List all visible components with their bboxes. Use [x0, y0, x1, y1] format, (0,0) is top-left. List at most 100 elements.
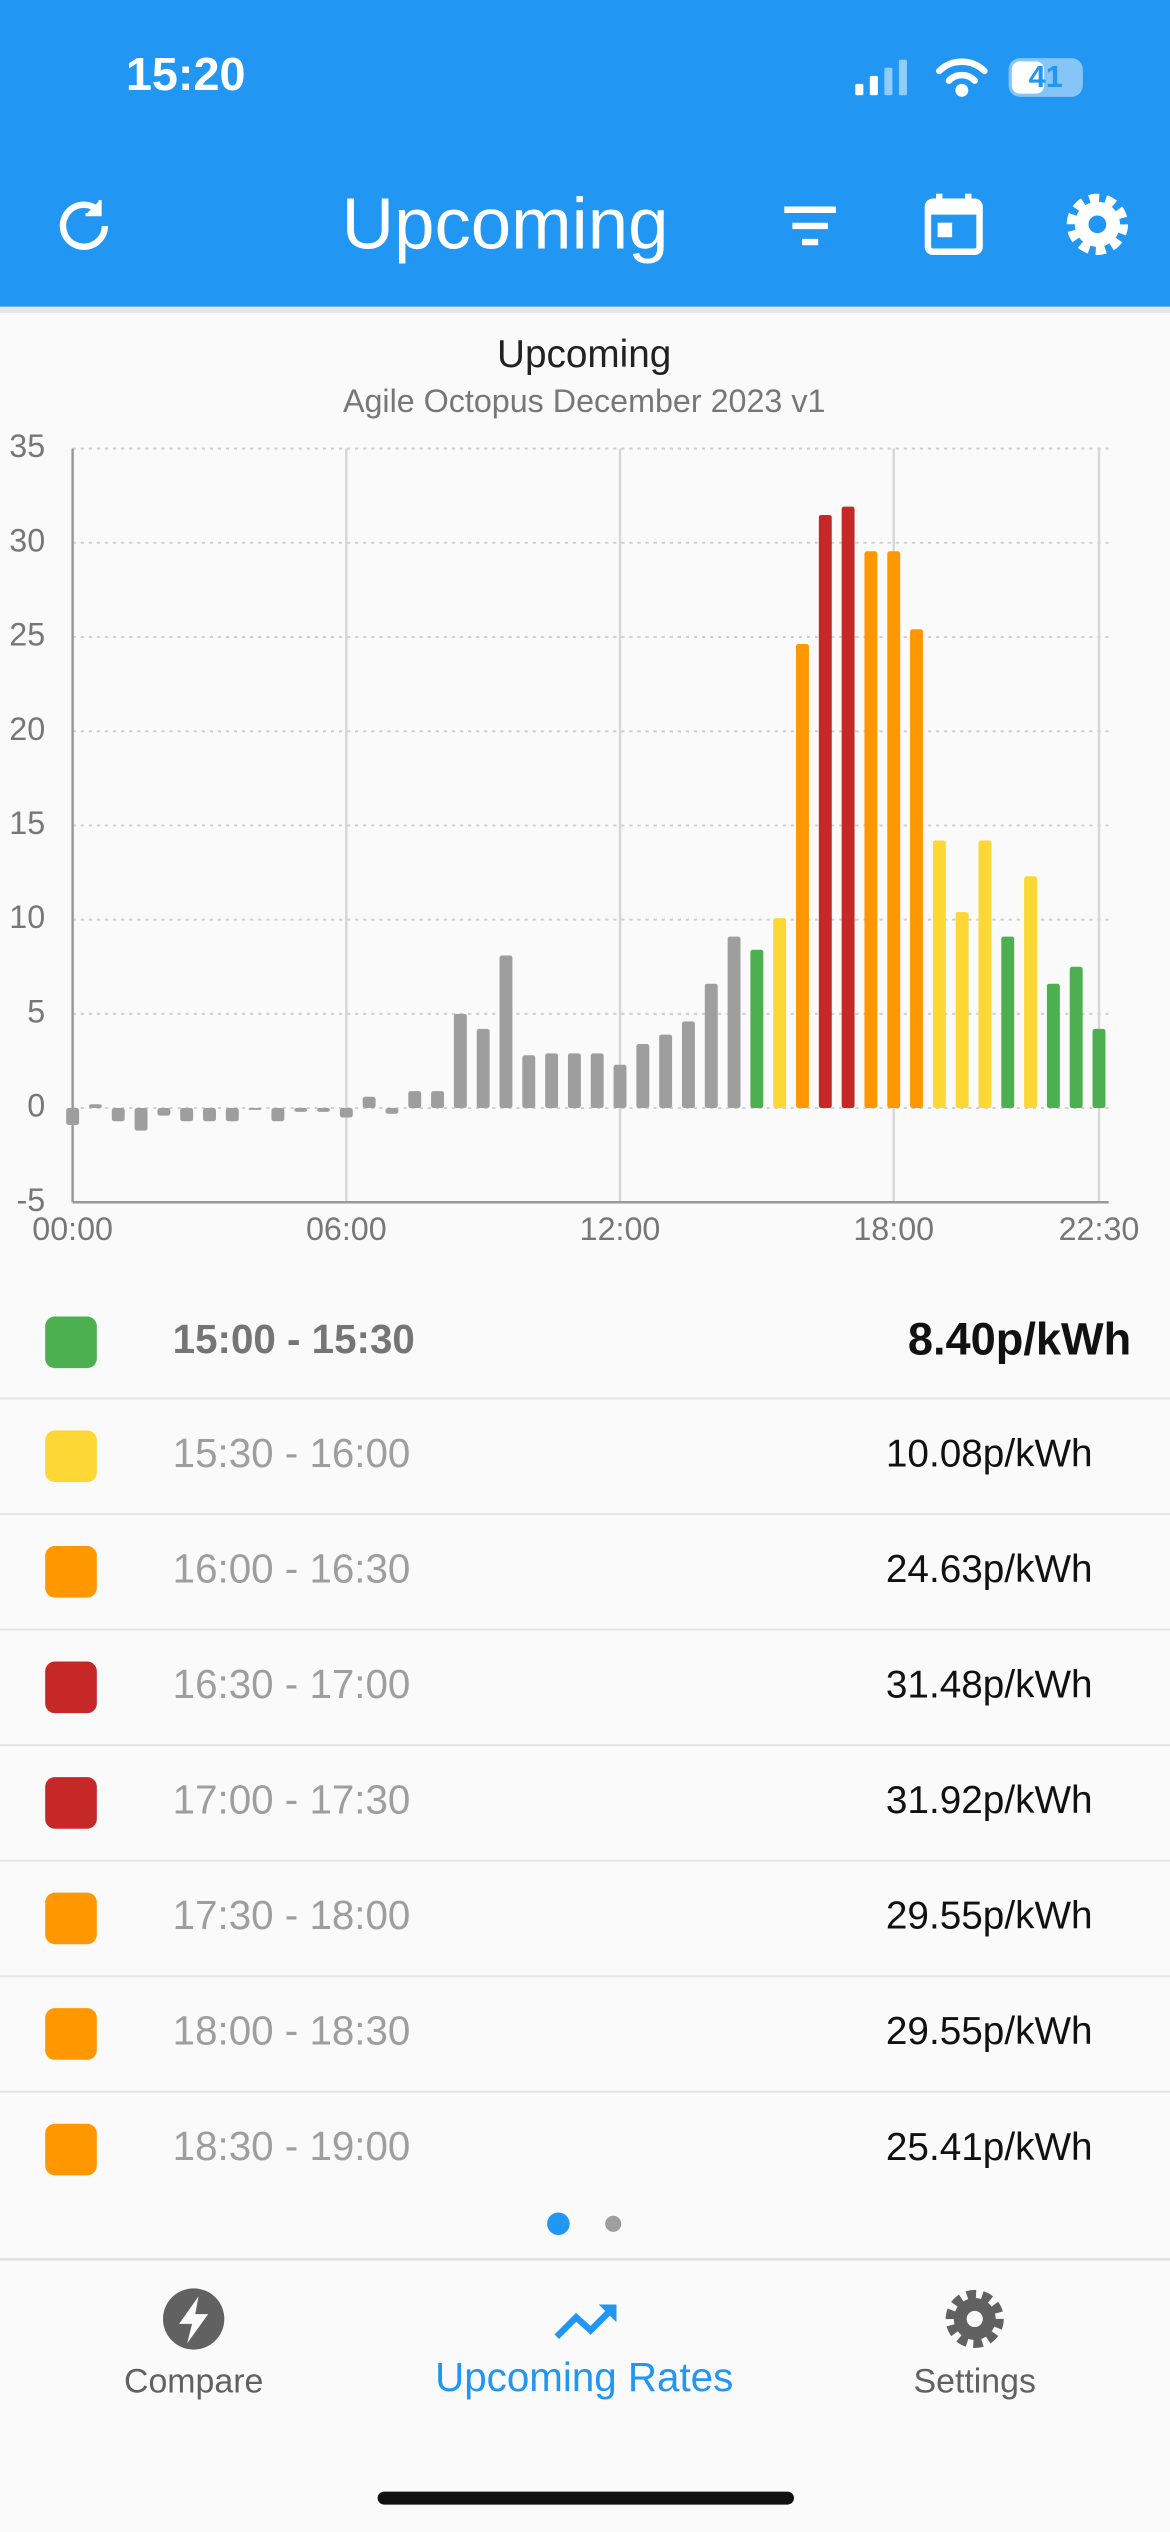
rate-time: 16:00 - 16:30 [173, 1545, 411, 1591]
page-dot-active[interactable] [547, 2212, 570, 2236]
bar [1024, 876, 1038, 1109]
rate-swatch [45, 2008, 97, 2060]
rate-price: 31.48p/kWh [886, 1664, 1093, 1707]
home-indicator [377, 2491, 794, 2505]
rate-row[interactable]: 17:00 - 17:30 31.92p/kWh [45, 1777, 1093, 1829]
y-tick-label: 15 [9, 805, 45, 841]
rate-swatch [45, 1661, 97, 1714]
y-tick-label: 10 [9, 899, 45, 935]
nav-settings[interactable]: Settings [914, 2289, 1036, 2401]
wifi-icon [935, 58, 988, 97]
rate-price: 10.08p/kWh [886, 1432, 1093, 1475]
nav-label: Compare [124, 2362, 263, 2400]
bar [727, 936, 741, 1109]
bar [317, 1108, 330, 1112]
rate-row[interactable]: 16:00 - 16:30 24.63p/kWh [45, 1545, 1093, 1598]
refresh-button[interactable] [59, 200, 109, 250]
bar [362, 1096, 376, 1109]
rate-list: 15:00 - 15:30 8.40p/kWh 15:30 - 16:00 10.08… [0, 1313, 1170, 2176]
page-dot[interactable] [605, 2215, 622, 2232]
bar [271, 1108, 285, 1122]
bar [431, 1091, 445, 1109]
x-tick-label: 12:00 [580, 1211, 661, 1247]
bar [111, 1108, 125, 1122]
rate-row[interactable]: 17:30 - 18:00 29.55p/kWh [45, 1892, 1093, 1945]
rate-swatch [45, 1316, 97, 1369]
bar [225, 1108, 239, 1122]
nav-compare[interactable]: Compare [124, 2288, 263, 2400]
y-tick-label: 30 [9, 522, 45, 558]
rate-time: 15:30 - 16:00 [173, 1430, 411, 1476]
rate-row[interactable]: 18:00 - 18:30 29.55p/kWh [45, 2008, 1093, 2060]
rate-price: 8.40p/kWh [908, 1313, 1131, 1364]
rate-swatch [45, 1430, 97, 1483]
bar [864, 551, 878, 1109]
settings-button[interactable] [1066, 193, 1129, 255]
bar [1092, 1028, 1106, 1109]
bar [157, 1108, 171, 1116]
bar [636, 1043, 650, 1109]
bar [339, 1108, 353, 1118]
rate-time: 18:30 - 19:00 [173, 2123, 411, 2169]
x-tick-label: 22:30 [1059, 1211, 1140, 1247]
x-tick-label: 00:00 [32, 1211, 113, 1247]
battery-text: 41 [1029, 60, 1063, 94]
bar [499, 955, 513, 1109]
status-time: 15:20 [126, 48, 246, 100]
rate-swatch [45, 1892, 97, 1945]
bar [567, 1053, 581, 1109]
rate-row[interactable]: 15:00 - 15:30 8.40p/kWh [45, 1313, 1131, 1369]
x-tick-label: 18:00 [853, 1211, 934, 1247]
rate-time: 16:30 - 17:00 [173, 1661, 411, 1707]
nav-upcoming[interactable]: Upcoming Rates [435, 2304, 733, 2400]
chart: -5 0 5 10 15 20 25 30 35 00:00 06:00 12:00 18:00 22:3… [9, 428, 1139, 1247]
bar [590, 1053, 604, 1109]
bar [545, 1053, 559, 1109]
rate-time: 15:00 - 15:30 [173, 1316, 415, 1362]
y-tick-label: 35 [9, 428, 45, 464]
nav-label: Settings [914, 2362, 1036, 2400]
bar [248, 1108, 262, 1110]
battery-level [1011, 61, 1045, 94]
rate-swatch [45, 2123, 97, 2176]
bar [613, 1064, 627, 1109]
bar [704, 983, 718, 1109]
y-tick-label: 20 [9, 711, 45, 747]
rate-row[interactable]: 15:30 - 16:00 10.08p/kWh [45, 1430, 1093, 1483]
bar [659, 1034, 673, 1109]
bar [955, 912, 969, 1109]
bar [408, 1091, 422, 1109]
filter-button[interactable] [784, 206, 836, 246]
app-header [0, 0, 1170, 307]
bar [681, 1021, 695, 1109]
rate-row[interactable]: 16:30 - 17:00 31.48p/kWh [45, 1661, 1093, 1714]
rate-time: 18:00 - 18:30 [173, 2008, 411, 2054]
bar [522, 1055, 536, 1109]
y-tick-label: 5 [27, 993, 45, 1029]
bar [818, 514, 832, 1109]
bar [887, 551, 901, 1109]
signal-icon [855, 59, 907, 96]
bar [841, 506, 855, 1109]
bar [453, 1013, 467, 1109]
rate-row[interactable]: 18:30 - 19:00 25.41p/kWh [45, 2123, 1093, 2176]
chart-title: Upcoming [497, 333, 671, 376]
bar [1069, 966, 1083, 1109]
bar [88, 1104, 102, 1109]
nav-label: Upcoming Rates [435, 2354, 733, 2400]
y-tick-label: 0 [27, 1088, 45, 1124]
bar [750, 949, 764, 1109]
bar [796, 644, 809, 1109]
chart-subtitle: Agile Octopus December 2023 v1 [343, 383, 825, 419]
bar [203, 1108, 216, 1122]
rate-time: 17:00 - 17:30 [173, 1777, 411, 1823]
bar [180, 1108, 194, 1122]
calendar-button[interactable] [924, 193, 983, 255]
rate-price: 31.92p/kWh [886, 1779, 1093, 1822]
bar [910, 629, 923, 1109]
rate-swatch [45, 1777, 97, 1829]
bar [1046, 983, 1060, 1109]
